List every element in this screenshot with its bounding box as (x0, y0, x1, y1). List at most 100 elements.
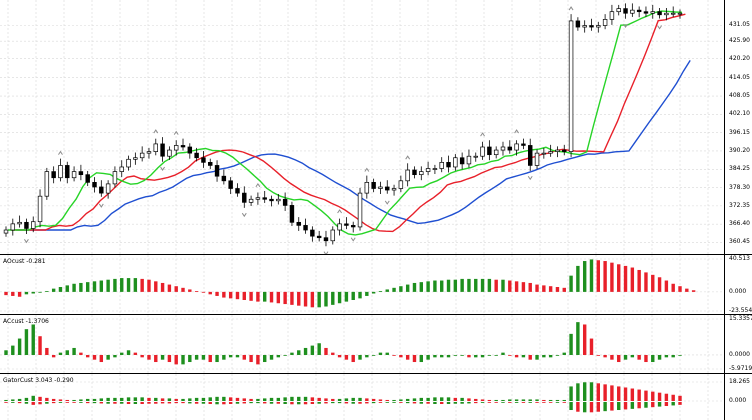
ac-bar (610, 354, 614, 360)
gator-upper-bar (317, 397, 321, 401)
candle-body (85, 174, 90, 183)
gator-lower-bar (365, 402, 369, 404)
gator-tick: 18.265 (729, 378, 750, 385)
gator-upper-bar (521, 399, 526, 401)
ac-bar (446, 354, 451, 358)
candle-body (514, 143, 519, 151)
gator-upper-bar (637, 389, 641, 401)
pane-separator[interactable] (0, 254, 752, 255)
ac-bar (215, 354, 219, 363)
ac-bar (378, 352, 383, 355)
ac-bar (85, 354, 90, 358)
candle-body (24, 221, 29, 229)
gator-upper-bar (405, 398, 410, 401)
ao-bar (562, 287, 566, 292)
gator-lower-bar (337, 402, 342, 404)
gator-upper-bar (569, 386, 573, 401)
ao-bar (31, 291, 35, 294)
price-axis-tick: 408.05 (729, 92, 750, 100)
pane-separator[interactable] (0, 314, 752, 315)
gator-upper-bar (256, 398, 260, 401)
gator-upper-bar (38, 396, 42, 401)
gator-lower-bar (256, 402, 260, 404)
ac-bar (317, 343, 321, 355)
ac-bar (514, 354, 519, 358)
candle-body (575, 20, 581, 28)
gator-upper-bar (126, 397, 131, 401)
ao-bar (215, 291, 219, 296)
ac-bar (576, 322, 580, 355)
gator-upper-bar (242, 398, 246, 401)
ac-bar (371, 354, 376, 356)
ao-bar (582, 261, 587, 292)
ac-bar (419, 354, 423, 363)
gator-upper-bar (385, 399, 389, 401)
gator-upper-bar (528, 399, 532, 401)
price-chart-pane[interactable]: 431.05 425.90 420.20 414.05 408.05 402.10 396.… (0, 0, 752, 254)
ao-tick: -23.554 (729, 307, 752, 314)
price-axis-tick: 390.20 (729, 146, 750, 154)
candle-body (453, 157, 458, 168)
gator-lower-bar (194, 402, 199, 404)
gator-upper-bar (140, 397, 144, 401)
candle-body (10, 223, 16, 231)
ao-bar (467, 278, 471, 292)
gator-upper-bar (365, 398, 369, 401)
gator-upper-bar (664, 393, 669, 401)
gator-upper-bar (324, 398, 328, 401)
ac-bar (99, 354, 104, 363)
candle-body (146, 151, 152, 154)
gator-lower-bar (446, 402, 451, 405)
gator-upper-bar (433, 397, 437, 401)
gator-upper-bar (576, 383, 580, 401)
candle-body (71, 171, 77, 179)
gator-lower-bar (4, 402, 8, 403)
ao-bar (433, 280, 437, 292)
gator-upper-bar (249, 398, 253, 401)
gator-lower-bar (208, 402, 212, 405)
fractal-up-arrow (337, 209, 343, 214)
ac-bar (582, 324, 587, 355)
candle-body (289, 205, 295, 223)
gator-lower-bar (494, 402, 498, 403)
ao-bar (528, 282, 532, 292)
ao-bar (126, 278, 131, 292)
candle-body (78, 171, 84, 176)
ao-pane[interactable]: AOcust -0.281 40.513 0.000 -23.554 (0, 255, 752, 314)
candle-body (473, 155, 478, 158)
ac-bar (596, 354, 601, 356)
candle-body (214, 165, 220, 177)
candle-body (112, 171, 118, 185)
ac-bar (276, 354, 281, 358)
gator-pane[interactable]: GatorCust 3.043 -0.290 18.265 0.000 (0, 374, 752, 420)
gator-upper-bar (596, 383, 601, 401)
ao-bar (58, 287, 63, 292)
ao-bar (419, 282, 423, 292)
gator-lower-bar (263, 402, 267, 404)
price-axis-tick: 378.30 (729, 183, 750, 191)
gator-upper-bar (562, 399, 566, 401)
ac-bar (228, 354, 233, 358)
gator-upper-bar (412, 398, 417, 401)
ac-bar (365, 354, 369, 358)
gator-lower-bar (596, 402, 601, 412)
gator-lower-bar (167, 402, 172, 404)
ao-bar (603, 261, 607, 292)
candle-body (350, 225, 356, 228)
gator-upper-bar (160, 398, 165, 401)
price-chart[interactable] (0, 0, 752, 254)
pane-separator[interactable] (0, 373, 752, 374)
gator-upper-bar (474, 398, 478, 401)
ao-bar (576, 265, 580, 292)
ac-pane[interactable]: ACcust -1.3706 15.3357 0.0000 -5.9719 (0, 315, 752, 373)
gator-lower-bar (514, 402, 519, 403)
ac-bar (440, 354, 444, 358)
gator-lower-bar (24, 402, 29, 404)
ac-bar (460, 354, 464, 356)
candle-body (303, 225, 308, 231)
gator-upper-bar (167, 398, 172, 401)
ac-bar (72, 347, 76, 355)
ac-bar (188, 354, 192, 363)
ao-bar (317, 291, 321, 308)
